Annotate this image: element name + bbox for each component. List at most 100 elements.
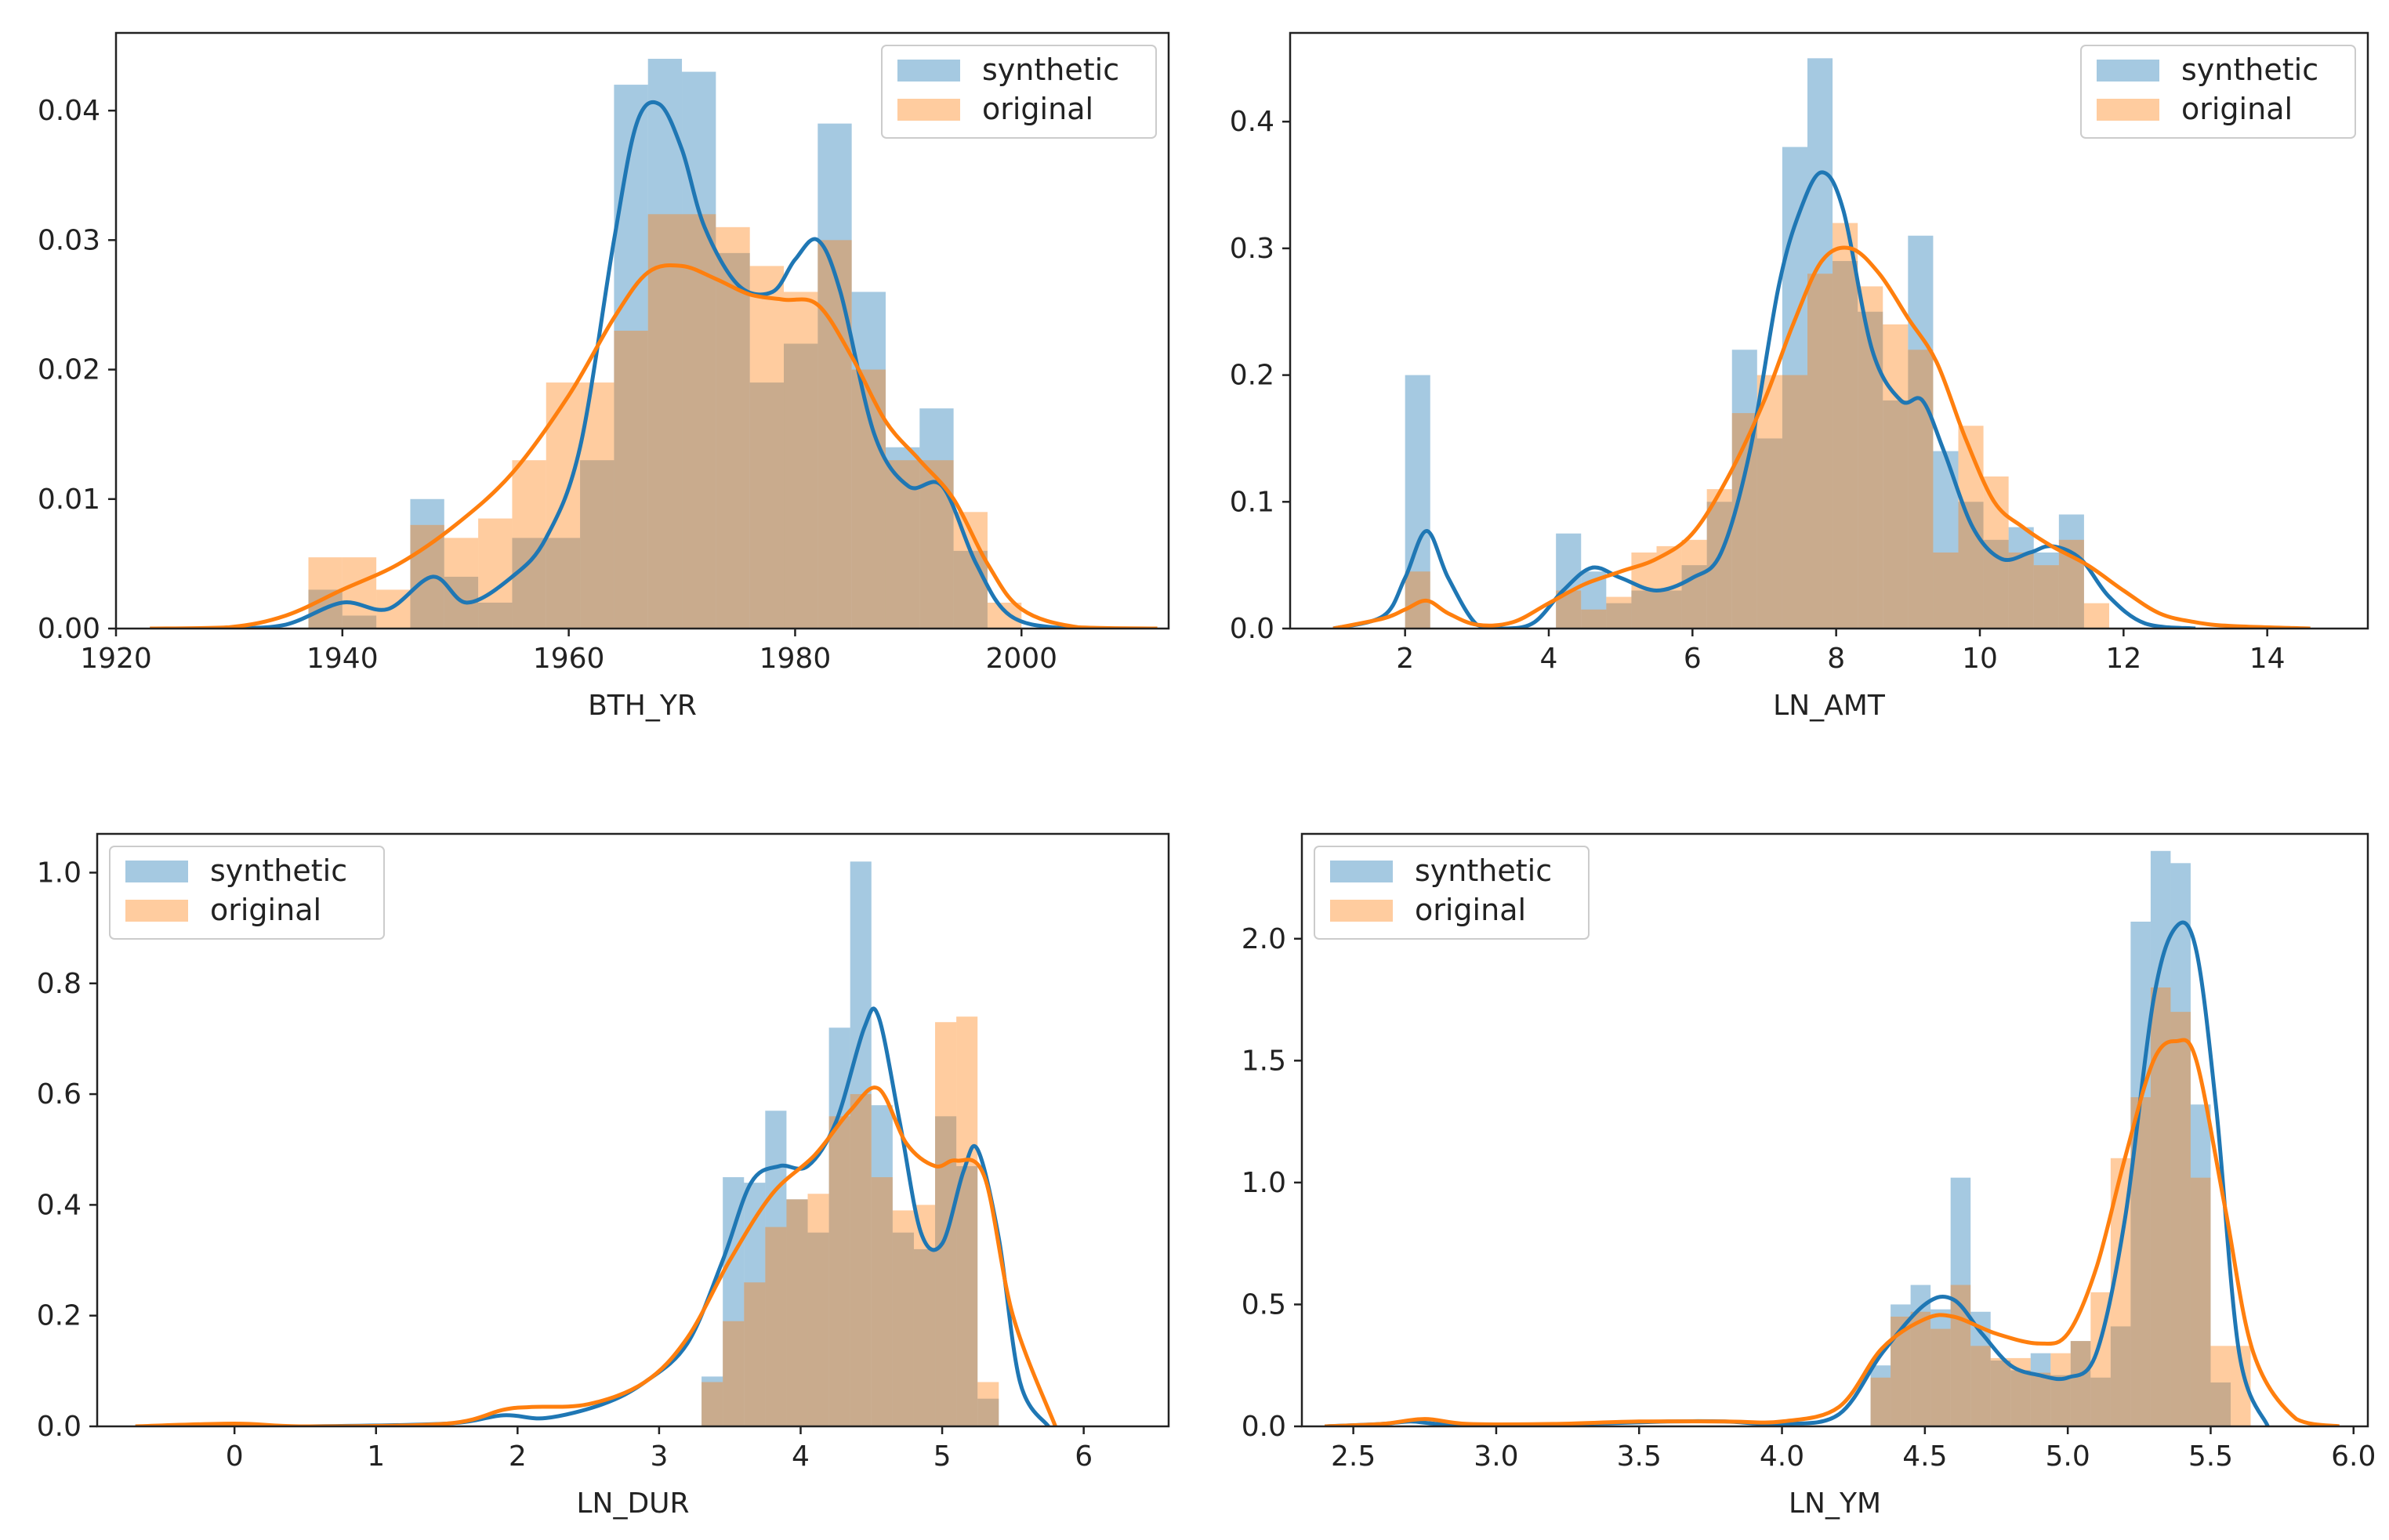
plot-area — [1325, 850, 2340, 1426]
y-tick-label: 1.5 — [1242, 1045, 1286, 1077]
synthetic-bar — [2050, 1375, 2071, 1426]
synthetic-bar — [1908, 235, 1934, 629]
original-bar — [342, 557, 377, 629]
synthetic-bar — [723, 1177, 745, 1426]
synthetic-bar — [1870, 1365, 1891, 1426]
x-tick-label: 3 — [650, 1440, 668, 1473]
synthetic-bar — [786, 1199, 808, 1426]
synthetic-bar — [1606, 603, 1632, 629]
synthetic-bar — [749, 382, 785, 629]
synthetic-bar — [956, 1165, 978, 1426]
synthetic-bar — [919, 408, 954, 629]
x-tick-label: 6.0 — [2331, 1440, 2376, 1473]
y-tick-label: 0.0 — [1230, 613, 1274, 645]
synthetic-bar — [580, 460, 614, 629]
legend-box — [2080, 45, 2356, 139]
y-tick-label: 0.01 — [38, 484, 100, 516]
legend-swatch-synthetic — [125, 861, 188, 882]
synthetic-bar — [851, 292, 886, 629]
series-original-histogram — [1405, 223, 2109, 629]
x-axis-label: LN_YM — [1789, 1487, 1881, 1520]
x-tick-label: 14 — [2249, 643, 2286, 675]
synthetic-bar — [2010, 1370, 2031, 1426]
original-bar — [1970, 1346, 1991, 1426]
original-bar — [1933, 552, 1959, 629]
original-bar — [1782, 375, 1807, 629]
synthetic-kde-line — [150, 100, 1135, 629]
y-tick-label: 0.1 — [1230, 486, 1274, 518]
x-tick-label: 6 — [1075, 1440, 1093, 1473]
original-bar — [1756, 375, 1782, 629]
synthetic-bar — [1656, 590, 1682, 629]
synthetic-bar — [807, 1232, 829, 1426]
synthetic-bar — [2033, 552, 2059, 629]
x-tick-label: 1940 — [306, 643, 379, 675]
x-tick-label: 8 — [1827, 643, 1845, 675]
original-bar — [871, 1177, 893, 1426]
legend-swatch-original — [1330, 900, 1393, 922]
synthetic-bar — [2170, 863, 2191, 1426]
synthetic-bar — [2070, 1341, 2091, 1426]
original-kde-line — [150, 263, 1158, 629]
original-bar — [807, 1194, 829, 1426]
original-bar — [885, 460, 920, 629]
original-bar — [749, 266, 785, 629]
synthetic-bar — [1930, 1309, 1951, 1426]
x-tick-label: 6 — [1684, 643, 1702, 675]
plot-area — [1332, 58, 2311, 629]
synthetic-bar — [512, 538, 546, 629]
x-tick-label: 0 — [226, 1440, 244, 1473]
synthetic-bar — [2190, 1104, 2211, 1426]
synthetic-bar — [1883, 400, 1909, 629]
original-bar — [2070, 1341, 2091, 1426]
original-bar — [1950, 1285, 1971, 1426]
y-tick-label: 0.2 — [1230, 360, 1274, 392]
original-bar — [1883, 324, 1909, 629]
legend: synthetic original — [881, 45, 1157, 139]
original-bar — [817, 240, 852, 629]
synthetic-bar — [614, 85, 648, 629]
synthetic-bar — [546, 538, 581, 629]
legend-box — [881, 45, 1157, 139]
original-bar — [1681, 539, 1707, 629]
x-axis-label: LN_DUR — [576, 1487, 689, 1520]
x-tick-label: 5.5 — [2188, 1440, 2233, 1473]
axes-frame — [96, 832, 1170, 1428]
synthetic-bar — [2130, 922, 2151, 1426]
y-tick-label: 1.0 — [1242, 1167, 1286, 1199]
axes-frame — [1289, 31, 2369, 630]
chart-panel-1: 1920 1940 1960 1980 2000 0.00 0.01 0.02 0.03 0.04… — [38, 31, 1170, 722]
legend-label-original: original — [210, 893, 321, 927]
legend-swatch-original — [2097, 99, 2159, 121]
synthetic-bar — [342, 615, 377, 629]
original-bar — [1910, 1311, 1931, 1426]
synthetic-bar — [716, 252, 750, 629]
original-bar — [682, 214, 716, 629]
y-tick-label: 0.3 — [1230, 233, 1274, 265]
synthetic-kde-line — [135, 1006, 1050, 1426]
legend-label-original: original — [2181, 92, 2293, 126]
y-tick-label: 0.00 — [38, 613, 100, 645]
x-tick-label: 2 — [509, 1440, 527, 1473]
legend-label-synthetic: synthetic — [982, 53, 1119, 87]
original-bar — [744, 1282, 766, 1426]
series-original-histogram — [701, 1016, 999, 1426]
synthetic-bar — [817, 123, 852, 629]
synthetic-bar — [1756, 438, 1782, 629]
axes-frame — [114, 31, 1170, 630]
original-bar — [786, 1199, 808, 1426]
series-original-histogram — [308, 214, 1022, 629]
synthetic-bar — [2090, 1377, 2111, 1426]
original-bar — [444, 538, 479, 629]
plot-area — [135, 861, 1057, 1426]
y-tick-label: 0.2 — [37, 1300, 82, 1332]
original-bar — [1990, 1357, 2011, 1426]
legend: synthetic original — [1314, 846, 1590, 940]
original-kde-line — [1325, 1038, 2340, 1426]
axes-frame — [1300, 832, 2369, 1428]
original-bar — [2050, 1353, 2071, 1426]
legend-swatch-synthetic — [1330, 861, 1393, 882]
legend-label-synthetic: synthetic — [1415, 853, 1552, 888]
x-tick-label: 3.0 — [1474, 1440, 1518, 1473]
original-bar — [2190, 1177, 2211, 1426]
